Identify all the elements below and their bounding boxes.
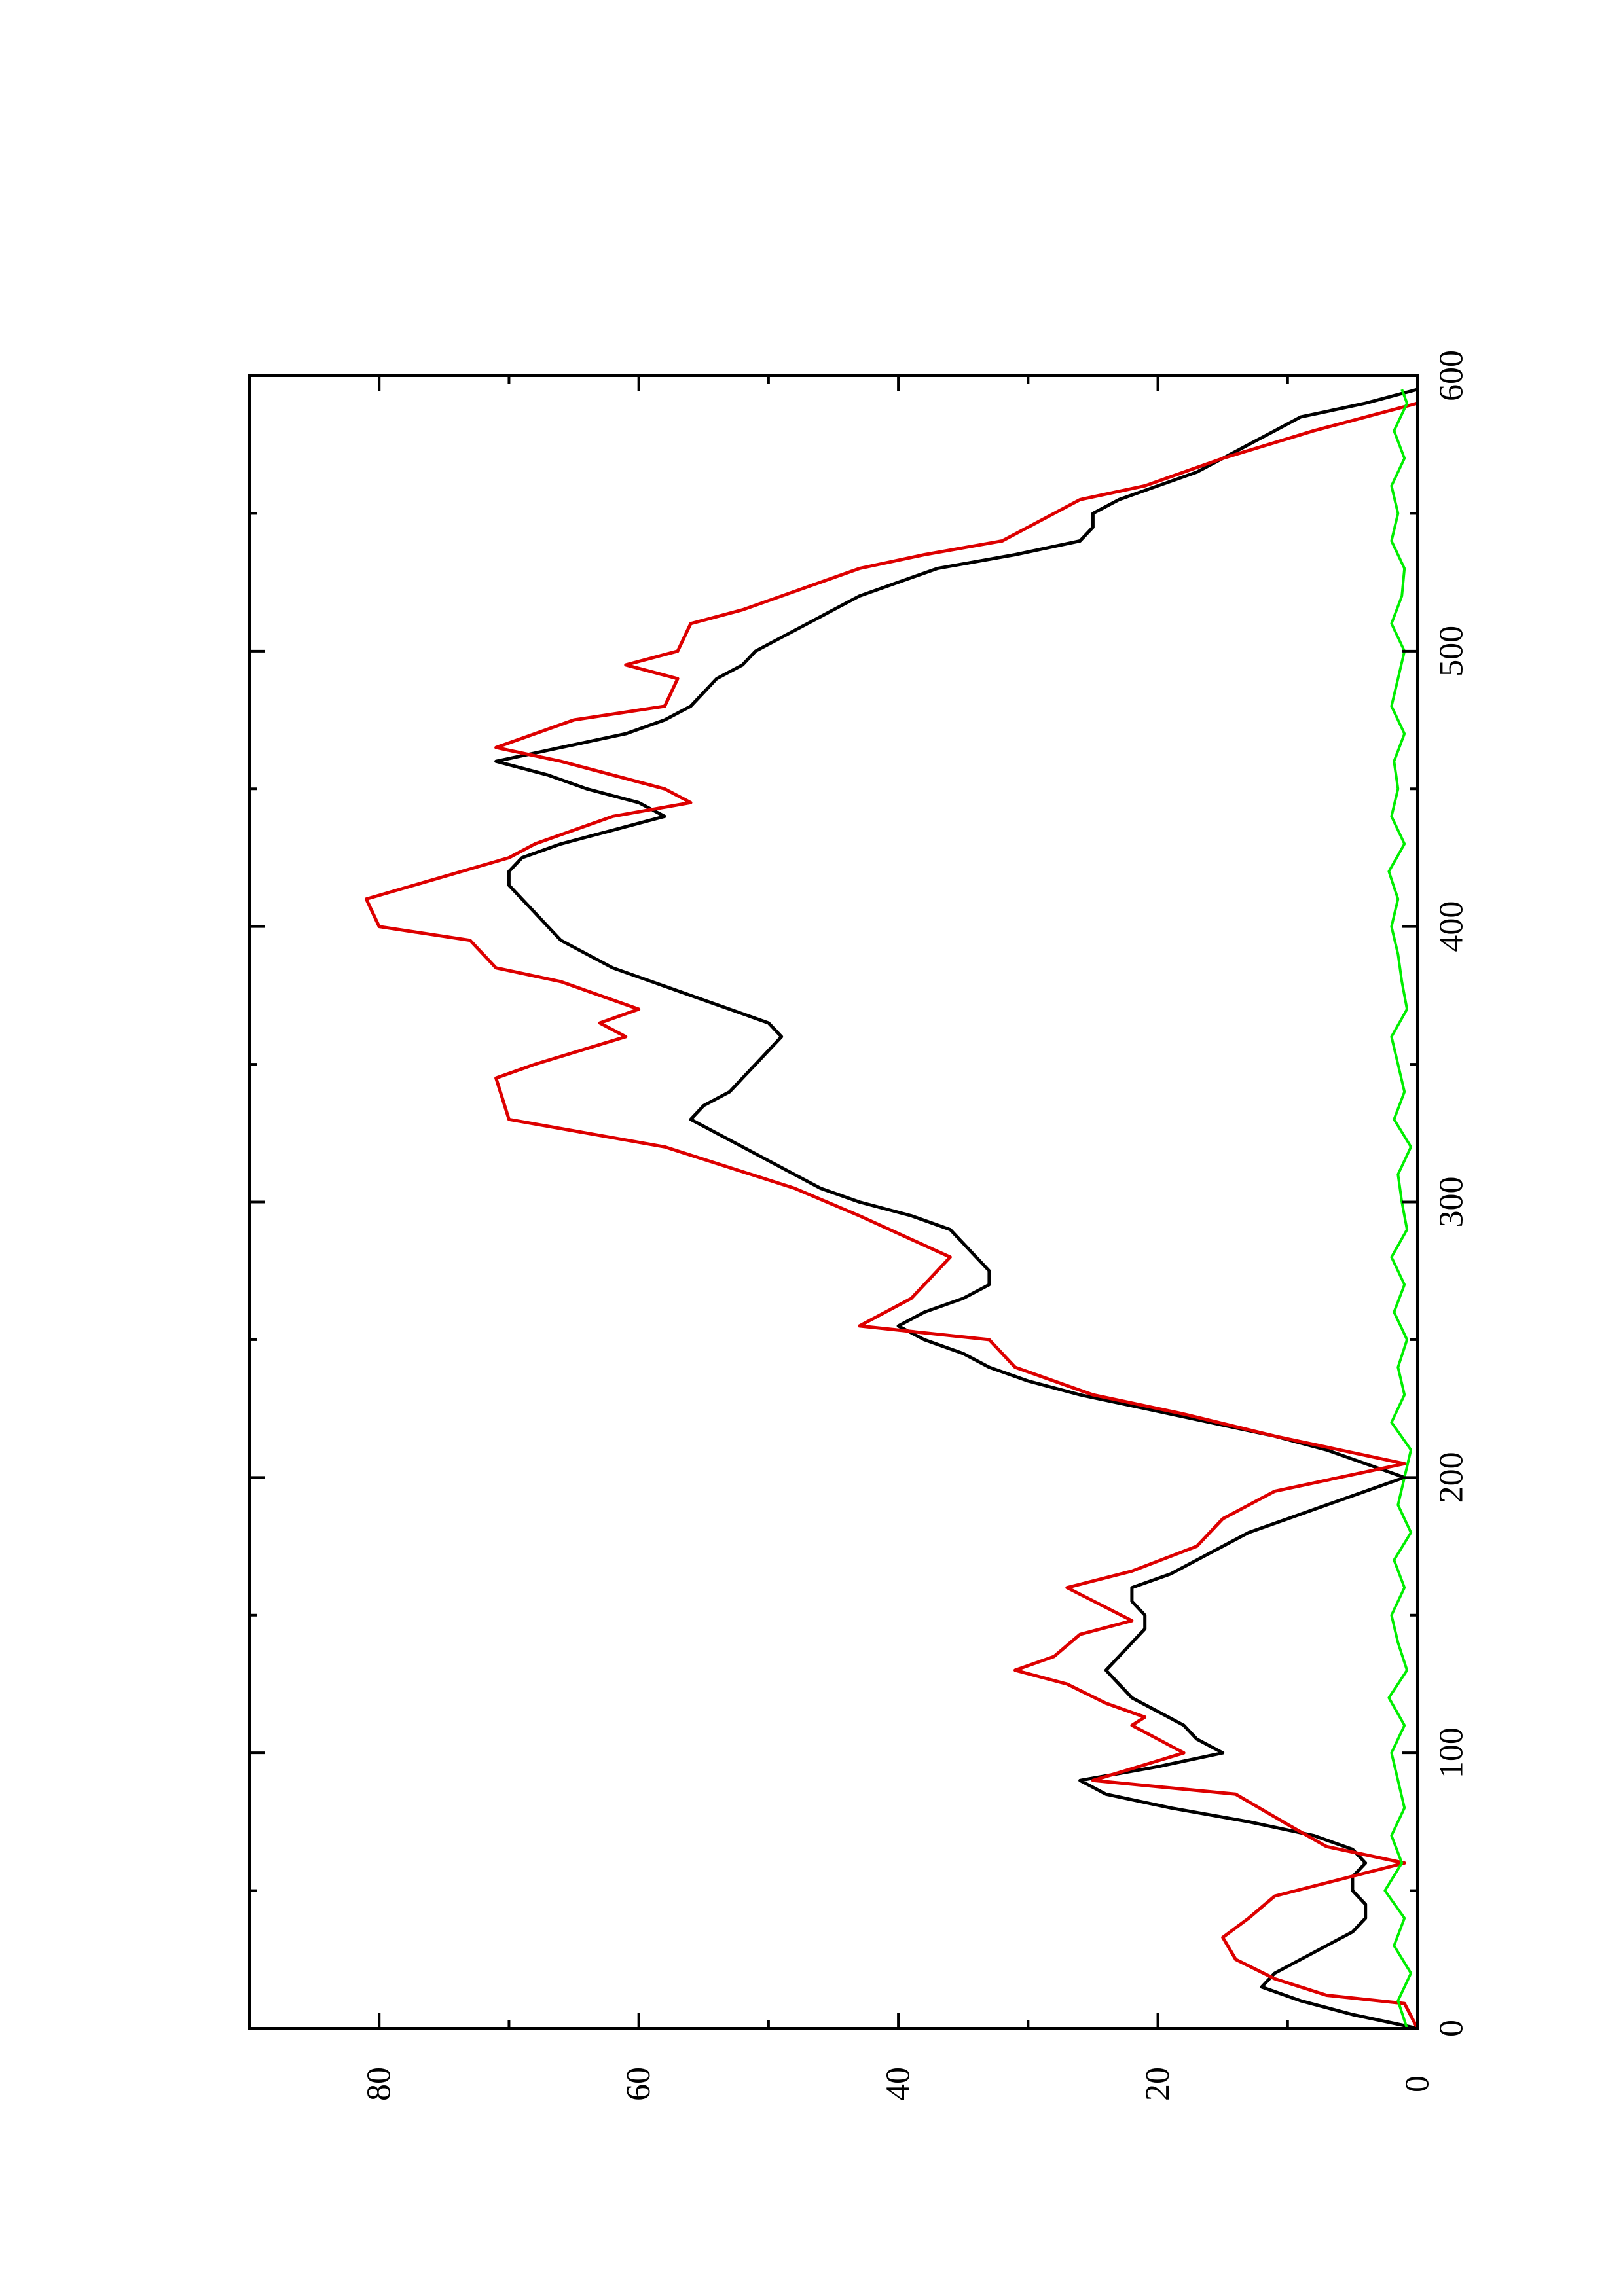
y-tick-label: 20 bbox=[1139, 2067, 1176, 2101]
x-tick-label: 600 bbox=[1433, 350, 1470, 401]
x-tick-label: 500 bbox=[1433, 626, 1470, 677]
ticks-layer bbox=[249, 374, 1419, 2030]
y-tick-label: 40 bbox=[880, 2067, 917, 2101]
series-line-1 bbox=[494, 387, 1418, 2030]
tick-labels-layer: 0 100 200 300 400 500 600 0 20 40 60 80 bbox=[361, 350, 1470, 2101]
series-line-2 bbox=[364, 401, 1419, 2030]
y-tick-label: 60 bbox=[620, 2067, 657, 2101]
x-tick-label: 300 bbox=[1433, 1177, 1470, 1228]
y-tick-label: 80 bbox=[361, 2067, 398, 2101]
x-tick-label: 0 bbox=[1433, 2020, 1470, 2037]
x-tick-label: 200 bbox=[1433, 1452, 1470, 1503]
y-tick-label: 0 bbox=[1399, 2075, 1436, 2092]
x-tick-label: 400 bbox=[1433, 901, 1470, 952]
plot-frame bbox=[248, 374, 1419, 2030]
x-tick-label: 100 bbox=[1433, 1727, 1470, 1778]
